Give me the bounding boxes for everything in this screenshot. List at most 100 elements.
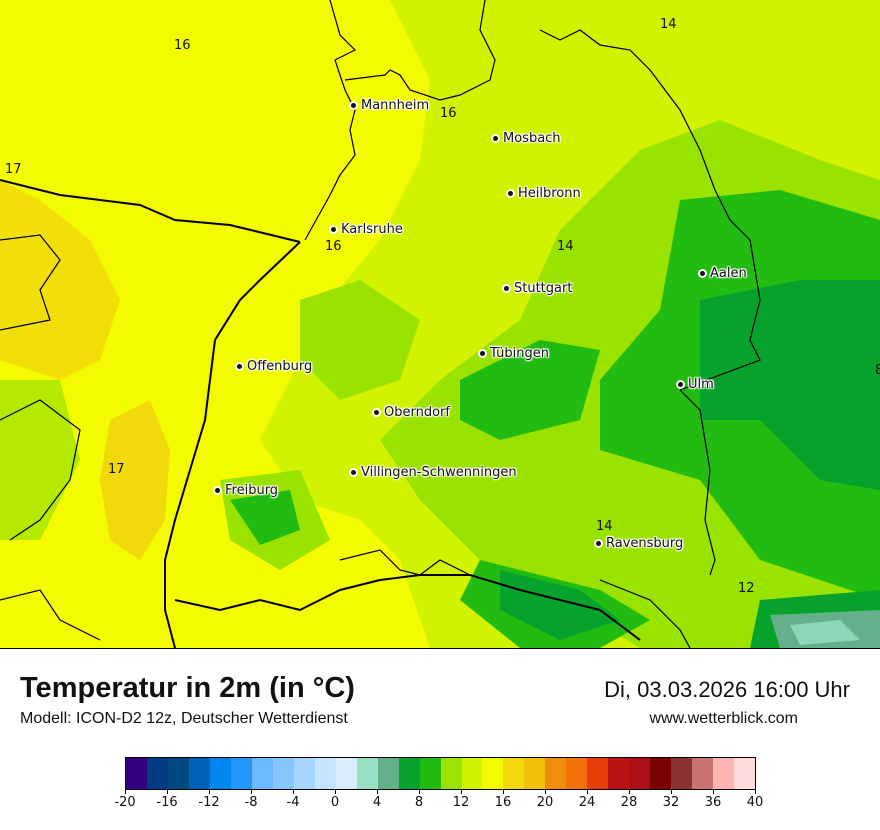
colorbar-segment — [314, 758, 336, 789]
colorbar-tick — [629, 789, 630, 794]
colorbar-segment — [461, 758, 483, 789]
city-dot-icon — [508, 191, 513, 196]
colorbar-segment — [126, 758, 147, 789]
colorbar-tick-label: 4 — [372, 795, 382, 810]
map-field — [0, 0, 880, 648]
colorbar-segment — [377, 758, 399, 789]
colorbar-tick-label: 16 — [494, 795, 512, 810]
colorbar-segment — [356, 758, 378, 789]
city-dot-icon — [374, 410, 379, 415]
colorbar-segment — [524, 758, 546, 789]
city-label: Karlsruhe — [341, 222, 403, 237]
city-label: Ulm — [688, 377, 714, 392]
colorbar-legend — [125, 757, 756, 790]
colorbar-tick — [713, 789, 714, 794]
colorbar-segment — [272, 758, 294, 789]
city-label: Heilbronn — [518, 186, 581, 201]
colorbar-segment — [587, 758, 609, 789]
colorbar-tick — [419, 789, 420, 794]
colorbar-segment — [545, 758, 567, 789]
colorbar-segment — [671, 758, 693, 789]
colorbar-tick — [335, 789, 336, 794]
city-dot-icon — [351, 103, 356, 108]
colorbar-segment — [167, 758, 189, 789]
colorbar-segment — [650, 758, 672, 789]
city-marker: Freiburg — [215, 483, 278, 498]
city-dot-icon — [351, 470, 356, 475]
colorbar-segment — [503, 758, 525, 789]
city-marker: Ulm — [678, 377, 714, 392]
city-label: Ravensburg — [606, 536, 684, 551]
isoline-label: 12 — [738, 581, 755, 596]
isoline-label: 14 — [660, 17, 677, 32]
city-dot-icon — [678, 382, 683, 387]
colorbar-tick-label: 8 — [414, 795, 424, 810]
temperature-map: Mannheim Mosbach Heilbronn Karlsruhe Aalen St… — [0, 0, 880, 649]
colorbar-tick-label: 32 — [662, 795, 680, 810]
colorbar-segment — [734, 758, 756, 789]
colorbar-tick-label: -8 — [244, 795, 258, 810]
colorbar-segment — [335, 758, 357, 789]
colorbar-tick — [293, 789, 294, 794]
isoline-label: 8 — [875, 363, 880, 378]
colorbar-tick-label: 28 — [620, 795, 638, 810]
city-label: Oberndorf — [384, 405, 450, 420]
city-marker: Karlsruhe — [331, 222, 403, 237]
colorbar-tick — [167, 789, 168, 794]
city-label: Mosbach — [503, 131, 561, 146]
city-dot-icon — [504, 286, 509, 291]
website-link[interactable]: www.wetterblick.com — [649, 710, 798, 727]
colorbar-tick — [209, 789, 210, 794]
city-label: Freiburg — [225, 483, 279, 498]
colorbar-tick — [671, 789, 672, 794]
colorbar-tick-label: -20 — [114, 795, 136, 810]
colorbar-tick-label: -16 — [156, 795, 178, 810]
city-dot-icon — [215, 488, 220, 493]
colorbar-segment — [482, 758, 504, 789]
city-dot-icon — [700, 271, 705, 276]
colorbar-tick — [545, 789, 546, 794]
colorbar-segment — [608, 758, 630, 789]
city-dot-icon — [331, 227, 336, 232]
isoline-label: 14 — [596, 519, 613, 534]
city-marker: Offenburg — [237, 359, 312, 374]
colorbar-segment — [566, 758, 588, 789]
colorbar-segment — [692, 758, 714, 789]
isoline-label: 16 — [325, 239, 342, 254]
colorbar-tick-label: -4 — [286, 795, 300, 810]
city-label: Offenburg — [247, 359, 313, 374]
colorbar-tick — [251, 789, 252, 794]
colorbar-ticks: -20 -16 -12 -8 -4 0 4 8 12 16 20 24 28 32 36 40 — [114, 789, 763, 819]
colorbar-segment — [251, 758, 273, 789]
city-label: Villingen-Schwenningen — [361, 465, 517, 480]
colorbar-tick — [377, 789, 378, 794]
city-dot-icon — [480, 351, 485, 356]
colorbar-tick-label: 24 — [578, 795, 596, 810]
city-marker: Stuttgart — [504, 281, 572, 296]
city-dot-icon — [493, 136, 498, 141]
model-info: Modell: ICON-D2 12z, Deutscher Wetterdie… — [20, 710, 348, 727]
colorbar-tick — [461, 789, 462, 794]
colorbar-segment — [209, 758, 231, 789]
colorbar-segment — [293, 758, 315, 789]
isoline-label: 14 — [557, 239, 574, 254]
colorbar-segment — [440, 758, 462, 789]
city-dot-icon — [237, 364, 242, 369]
city-label: Mannheim — [361, 98, 430, 113]
city-marker: Tübingen — [480, 346, 549, 361]
isoline-label: 16 — [440, 106, 457, 121]
city-dot-icon — [596, 541, 601, 546]
city-marker: Mannheim — [351, 98, 429, 113]
city-marker: Ravensburg — [596, 536, 683, 551]
forecast-datetime: Di, 03.03.2026 16:00 Uhr — [604, 677, 850, 702]
isoline-label: 16 — [174, 38, 191, 53]
colorbar-segment — [146, 758, 168, 789]
colorbar-segment — [713, 758, 735, 789]
city-label: Tübingen — [490, 346, 549, 361]
city-marker: Villingen-Schwenningen — [351, 465, 517, 480]
colorbar-segment — [230, 758, 252, 789]
city-label: Aalen — [710, 266, 747, 281]
colorbar-tick — [755, 789, 756, 794]
colorbar-tick — [125, 789, 126, 794]
chart-title: Temperatur in 2m (in °C) — [20, 672, 355, 704]
